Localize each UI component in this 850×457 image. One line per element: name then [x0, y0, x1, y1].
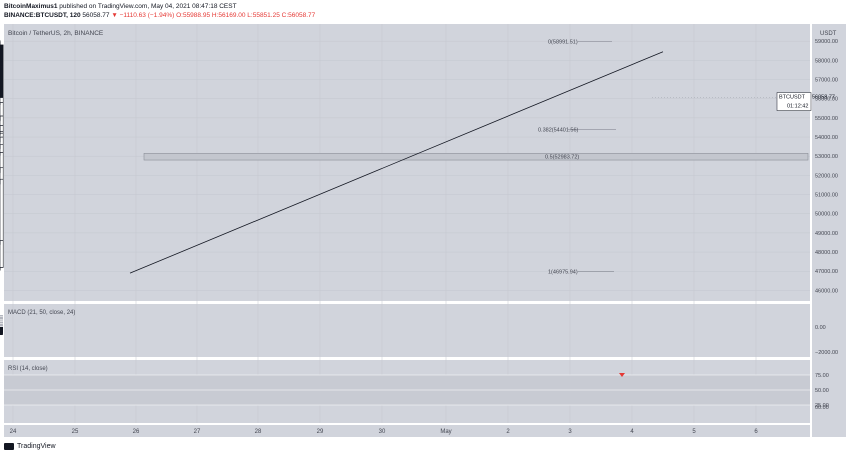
- chart-title: Bitcoin / TetherUS, 2h, BINANCE: [8, 30, 104, 37]
- price-tick-label: 58000.00: [815, 58, 838, 64]
- brand-text: TradingView: [17, 443, 56, 450]
- macd-label: MACD (21, 50, close, 24): [8, 310, 75, 316]
- support-zone: [143, 153, 809, 161]
- price-tick-label: 55000.00: [815, 116, 838, 122]
- candle-body: [0, 240, 4, 268]
- publisher-line: BitcoinMaximus1 published on TradingView…: [4, 3, 237, 10]
- fibonacci-levels: 0(58991.51) 0.382(54401.56) 0.5(52983.72) 1…: [538, 39, 616, 276]
- down-arrow-icon: ▼: [111, 12, 118, 19]
- symbol-text: BINANCE:BTCUSDT, 120: [4, 12, 81, 19]
- chart-background: [4, 24, 846, 437]
- price-pane[interactable]: [4, 24, 810, 301]
- time-tick-label: May: [440, 429, 451, 435]
- time-tick-label: 27: [194, 429, 201, 435]
- price-tick-label: 46000.00: [815, 288, 838, 294]
- price-tick-label: 52000.00: [815, 173, 838, 179]
- macd-tick-label: 0.00: [815, 325, 826, 331]
- fib-level-label: 0(58991.51): [548, 39, 578, 45]
- support-zone-rect: [143, 153, 809, 161]
- candle-body: [0, 97, 4, 103]
- price-tick-label: 47000.00: [815, 269, 838, 275]
- pane-labels: Bitcoin / TetherUS, 2h, BINANCE MACD (21…: [8, 30, 837, 372]
- rsi-label: RSI (14, close): [8, 366, 48, 372]
- time-tick-label: 26: [133, 429, 140, 435]
- fib-level-label: 0.5(52983.72): [545, 155, 579, 161]
- time-tick-label: 5: [692, 429, 696, 435]
- price-tick-label: 56000.00: [815, 97, 838, 103]
- price-tick-label: 54000.00: [815, 135, 838, 141]
- price-tick-label: 48000.00: [815, 250, 838, 256]
- time-tick-label: 4: [630, 429, 634, 435]
- ohlc-text: O:55988.95 H:56169.00 L:55851.25 C:56058…: [176, 12, 316, 19]
- time-axis-area[interactable]: [4, 425, 810, 437]
- symbol-line: BINANCE:BTCUSDT, 120 56058.77 ▼ −1110.63…: [4, 12, 315, 19]
- published-text: published on TradingView.com, May 04, 20…: [59, 3, 237, 10]
- candle-body: [0, 152, 4, 169]
- last-price-value: 56058.77: [812, 95, 835, 101]
- candle-body: [0, 102, 4, 117]
- price-tick-label: 49000.00: [815, 231, 838, 237]
- price-axis: 59000.00 58000.00 57000.00 56000.00 55000.00…: [652, 39, 838, 294]
- time-tick-label: 3: [568, 429, 572, 435]
- price-tick-label: 53000.00: [815, 154, 838, 160]
- time-tick-label: 30: [379, 429, 386, 435]
- price-axis-area[interactable]: [812, 24, 846, 437]
- time-tick-label: 28: [255, 429, 262, 435]
- last-price-countdown: 01:12:42: [787, 104, 808, 110]
- candle-body: [0, 65, 4, 88]
- price-tick-label: 51000.00: [815, 193, 838, 199]
- price-tick-label: 50000.00: [815, 212, 838, 218]
- ascending-trendline: [129, 51, 664, 274]
- change-text: −1110.63 (−1.94%): [119, 12, 175, 19]
- footer-brand: TradingView: [4, 443, 56, 450]
- last-price-text: 56058.77: [82, 12, 110, 19]
- price-tick-label: 59000.00: [815, 39, 838, 45]
- time-tick-label: 24: [10, 429, 17, 435]
- author-name[interactable]: BitcoinMaximus1: [4, 3, 58, 10]
- rsi-tick-label: 75.00: [815, 373, 829, 379]
- candle-body: [0, 125, 4, 132]
- time-tick-label: 29: [317, 429, 324, 435]
- trendline[interactable]: [129, 51, 664, 274]
- candle-body: [0, 132, 4, 138]
- bearish-divergence-marker-icon: [619, 373, 625, 377]
- price-tick-label: 57000.00: [815, 78, 838, 84]
- candle-body: [0, 178, 4, 241]
- candle-body: [0, 144, 4, 153]
- time-tick-label: 6: [754, 429, 758, 435]
- macd-histogram-bar: [0, 326, 3, 327]
- time-tick-label: 2: [506, 429, 510, 435]
- candle-body: [0, 136, 4, 146]
- last-price-box: [776, 92, 812, 111]
- time-axis: 24 25 26 27 28 29 30 May 2 3 4 5 6: [10, 429, 759, 435]
- fib-level-label: 1(46975.94): [548, 270, 578, 276]
- fib-level-label: 0.382(54401.56): [538, 127, 579, 133]
- rsi-indicator: 75.00 50.00 25.0000.00: [4, 373, 829, 411]
- macd-histogram-bar: [0, 327, 3, 335]
- currency-label: USDT: [820, 31, 837, 37]
- last-price-symbol: BTCUSDT: [779, 95, 806, 101]
- time-tick-label: 25: [72, 429, 79, 435]
- rsi-tick-label: 00.00: [815, 405, 829, 411]
- rsi-tick-label: 25.00: [815, 403, 829, 409]
- tradingview-logo-icon: [4, 443, 14, 450]
- rsi-tick-label: 50.00: [815, 388, 829, 394]
- macd-indicator: 0.00 −2000.00: [0, 315, 838, 356]
- macd-tick-label: −2000.00: [815, 350, 838, 356]
- macd-pane[interactable]: [4, 304, 810, 357]
- candles-layer: [0, 40, 4, 271]
- chart-header: BitcoinMaximus1 published on TradingView…: [0, 0, 850, 22]
